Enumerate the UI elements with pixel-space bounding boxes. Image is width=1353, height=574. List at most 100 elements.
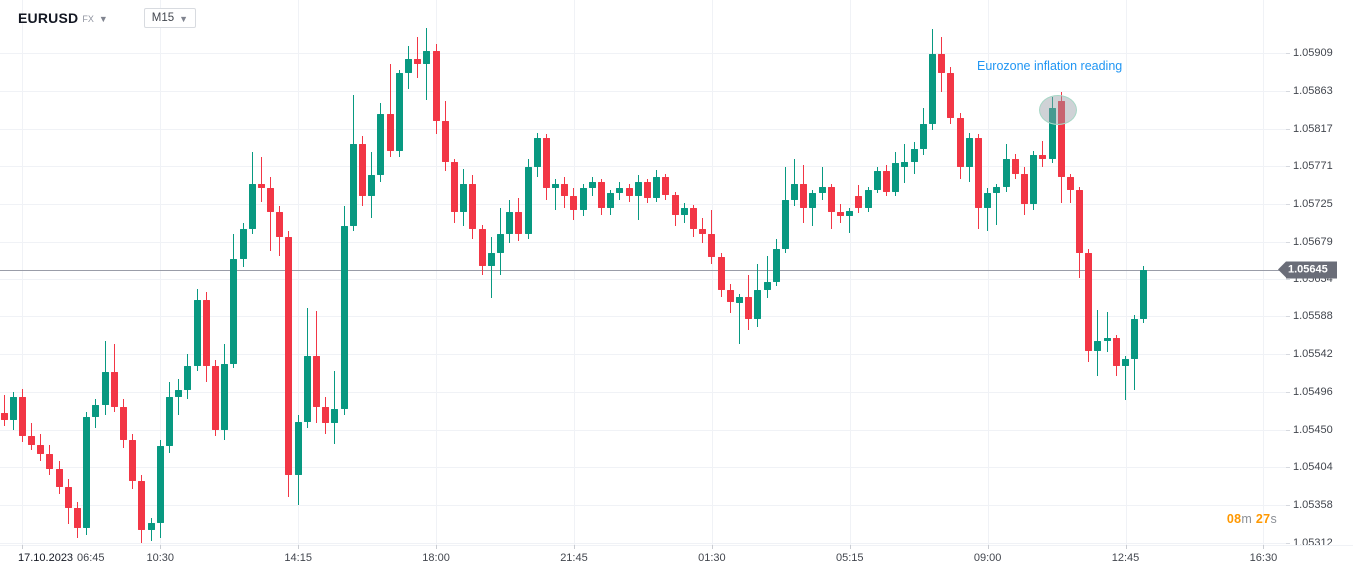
candle[interactable]	[708, 234, 716, 258]
candle[interactable]	[202, 300, 210, 366]
candle[interactable]	[570, 195, 578, 210]
candle[interactable]	[28, 436, 36, 445]
candle[interactable]	[313, 355, 321, 407]
candle[interactable]	[110, 372, 118, 407]
candle[interactable]	[515, 212, 523, 235]
candle[interactable]	[561, 183, 569, 196]
candle[interactable]	[827, 186, 835, 213]
candle[interactable]	[772, 249, 780, 282]
candle[interactable]	[956, 117, 964, 168]
candle[interactable]	[349, 144, 357, 227]
candle[interactable]	[83, 417, 91, 529]
candle[interactable]	[46, 454, 54, 470]
candle[interactable]	[883, 171, 891, 192]
candle[interactable]	[423, 50, 431, 65]
candle[interactable]	[460, 183, 468, 213]
candle[interactable]	[717, 257, 725, 291]
candle[interactable]	[37, 444, 45, 455]
candle[interactable]	[1066, 176, 1074, 191]
candle[interactable]	[1094, 341, 1102, 351]
candle[interactable]	[938, 53, 946, 73]
candle[interactable]	[855, 195, 863, 209]
candle[interactable]	[377, 113, 385, 176]
candle[interactable]	[598, 181, 606, 209]
candle[interactable]	[276, 212, 284, 237]
candle[interactable]	[735, 296, 743, 303]
candle[interactable]	[1085, 253, 1093, 351]
candle[interactable]	[404, 58, 412, 73]
candle[interactable]	[864, 190, 872, 209]
candle[interactable]	[101, 372, 109, 406]
candle[interactable]	[892, 162, 900, 192]
candle[interactable]	[965, 138, 973, 168]
candle[interactable]	[138, 480, 146, 530]
candle[interactable]	[671, 194, 679, 215]
candle[interactable]	[239, 228, 247, 259]
candle[interactable]	[478, 228, 486, 266]
timeframe-button[interactable]: M15 ▼	[143, 8, 197, 28]
candle[interactable]	[1039, 154, 1047, 159]
candle[interactable]	[331, 409, 339, 424]
candle[interactable]	[55, 469, 63, 488]
candle[interactable]	[542, 138, 550, 188]
candle[interactable]	[450, 162, 458, 213]
candle[interactable]	[147, 523, 155, 530]
candle[interactable]	[506, 212, 514, 235]
candle[interactable]	[487, 253, 495, 266]
candle[interactable]	[653, 176, 661, 199]
candle[interactable]	[1131, 318, 1139, 360]
candle[interactable]	[221, 364, 229, 430]
candle[interactable]	[248, 183, 256, 229]
candle[interactable]	[193, 300, 201, 366]
candle[interactable]	[947, 72, 955, 118]
candle[interactable]	[120, 406, 127, 440]
candle[interactable]	[644, 181, 651, 199]
candle[interactable]	[322, 406, 330, 424]
candle[interactable]	[1030, 154, 1038, 204]
candle[interactable]	[919, 124, 927, 150]
candle[interactable]	[928, 53, 936, 125]
time-axis[interactable]: 17.10.2023 06:45 10:30 14:15 18:00 21:45 01:3…	[0, 545, 1353, 574]
candle[interactable]	[441, 121, 449, 163]
candle[interactable]	[1103, 337, 1111, 342]
candle[interactable]	[285, 236, 293, 475]
candlestick-plot[interactable]: Eurozone inflation reading 08m 27s	[0, 0, 1286, 545]
candle[interactable]	[211, 365, 219, 430]
candle[interactable]	[846, 211, 854, 217]
candle[interactable]	[1057, 101, 1065, 177]
candle[interactable]	[763, 281, 771, 291]
candle[interactable]	[791, 183, 799, 200]
candle[interactable]	[1011, 158, 1019, 174]
candle[interactable]	[588, 181, 596, 188]
candle[interactable]	[993, 186, 1001, 194]
candle[interactable]	[607, 193, 615, 209]
candle[interactable]	[257, 183, 265, 188]
candle[interactable]	[662, 176, 670, 195]
price-axis[interactable]: 1.05645 1.05909 1.05863 1.05817 1.05771 1.05…	[1278, 0, 1353, 549]
symbol-selector[interactable]: EURUSD	[18, 10, 79, 26]
candle[interactable]	[800, 183, 808, 209]
candle[interactable]	[64, 487, 72, 508]
candle[interactable]	[616, 187, 624, 194]
candle[interactable]	[726, 290, 734, 303]
candle[interactable]	[524, 167, 532, 235]
candle[interactable]	[974, 138, 982, 209]
candle[interactable]	[303, 355, 311, 422]
candle[interactable]	[579, 187, 587, 210]
candle[interactable]	[432, 50, 440, 122]
current-price-badge[interactable]: 1.05645	[1278, 261, 1337, 279]
candle[interactable]	[625, 187, 633, 196]
candle[interactable]	[496, 234, 504, 254]
candle[interactable]	[414, 58, 422, 65]
candle[interactable]	[386, 113, 394, 151]
highlight-ellipse[interactable]	[1039, 94, 1078, 125]
candle[interactable]	[156, 446, 164, 524]
candle[interactable]	[552, 183, 560, 188]
candle[interactable]	[74, 507, 82, 529]
candle[interactable]	[0, 413, 8, 420]
candle[interactable]	[1076, 190, 1084, 254]
candle[interactable]	[837, 212, 845, 217]
candle[interactable]	[1048, 107, 1056, 159]
candle[interactable]	[1112, 337, 1120, 366]
candle[interactable]	[689, 208, 697, 229]
